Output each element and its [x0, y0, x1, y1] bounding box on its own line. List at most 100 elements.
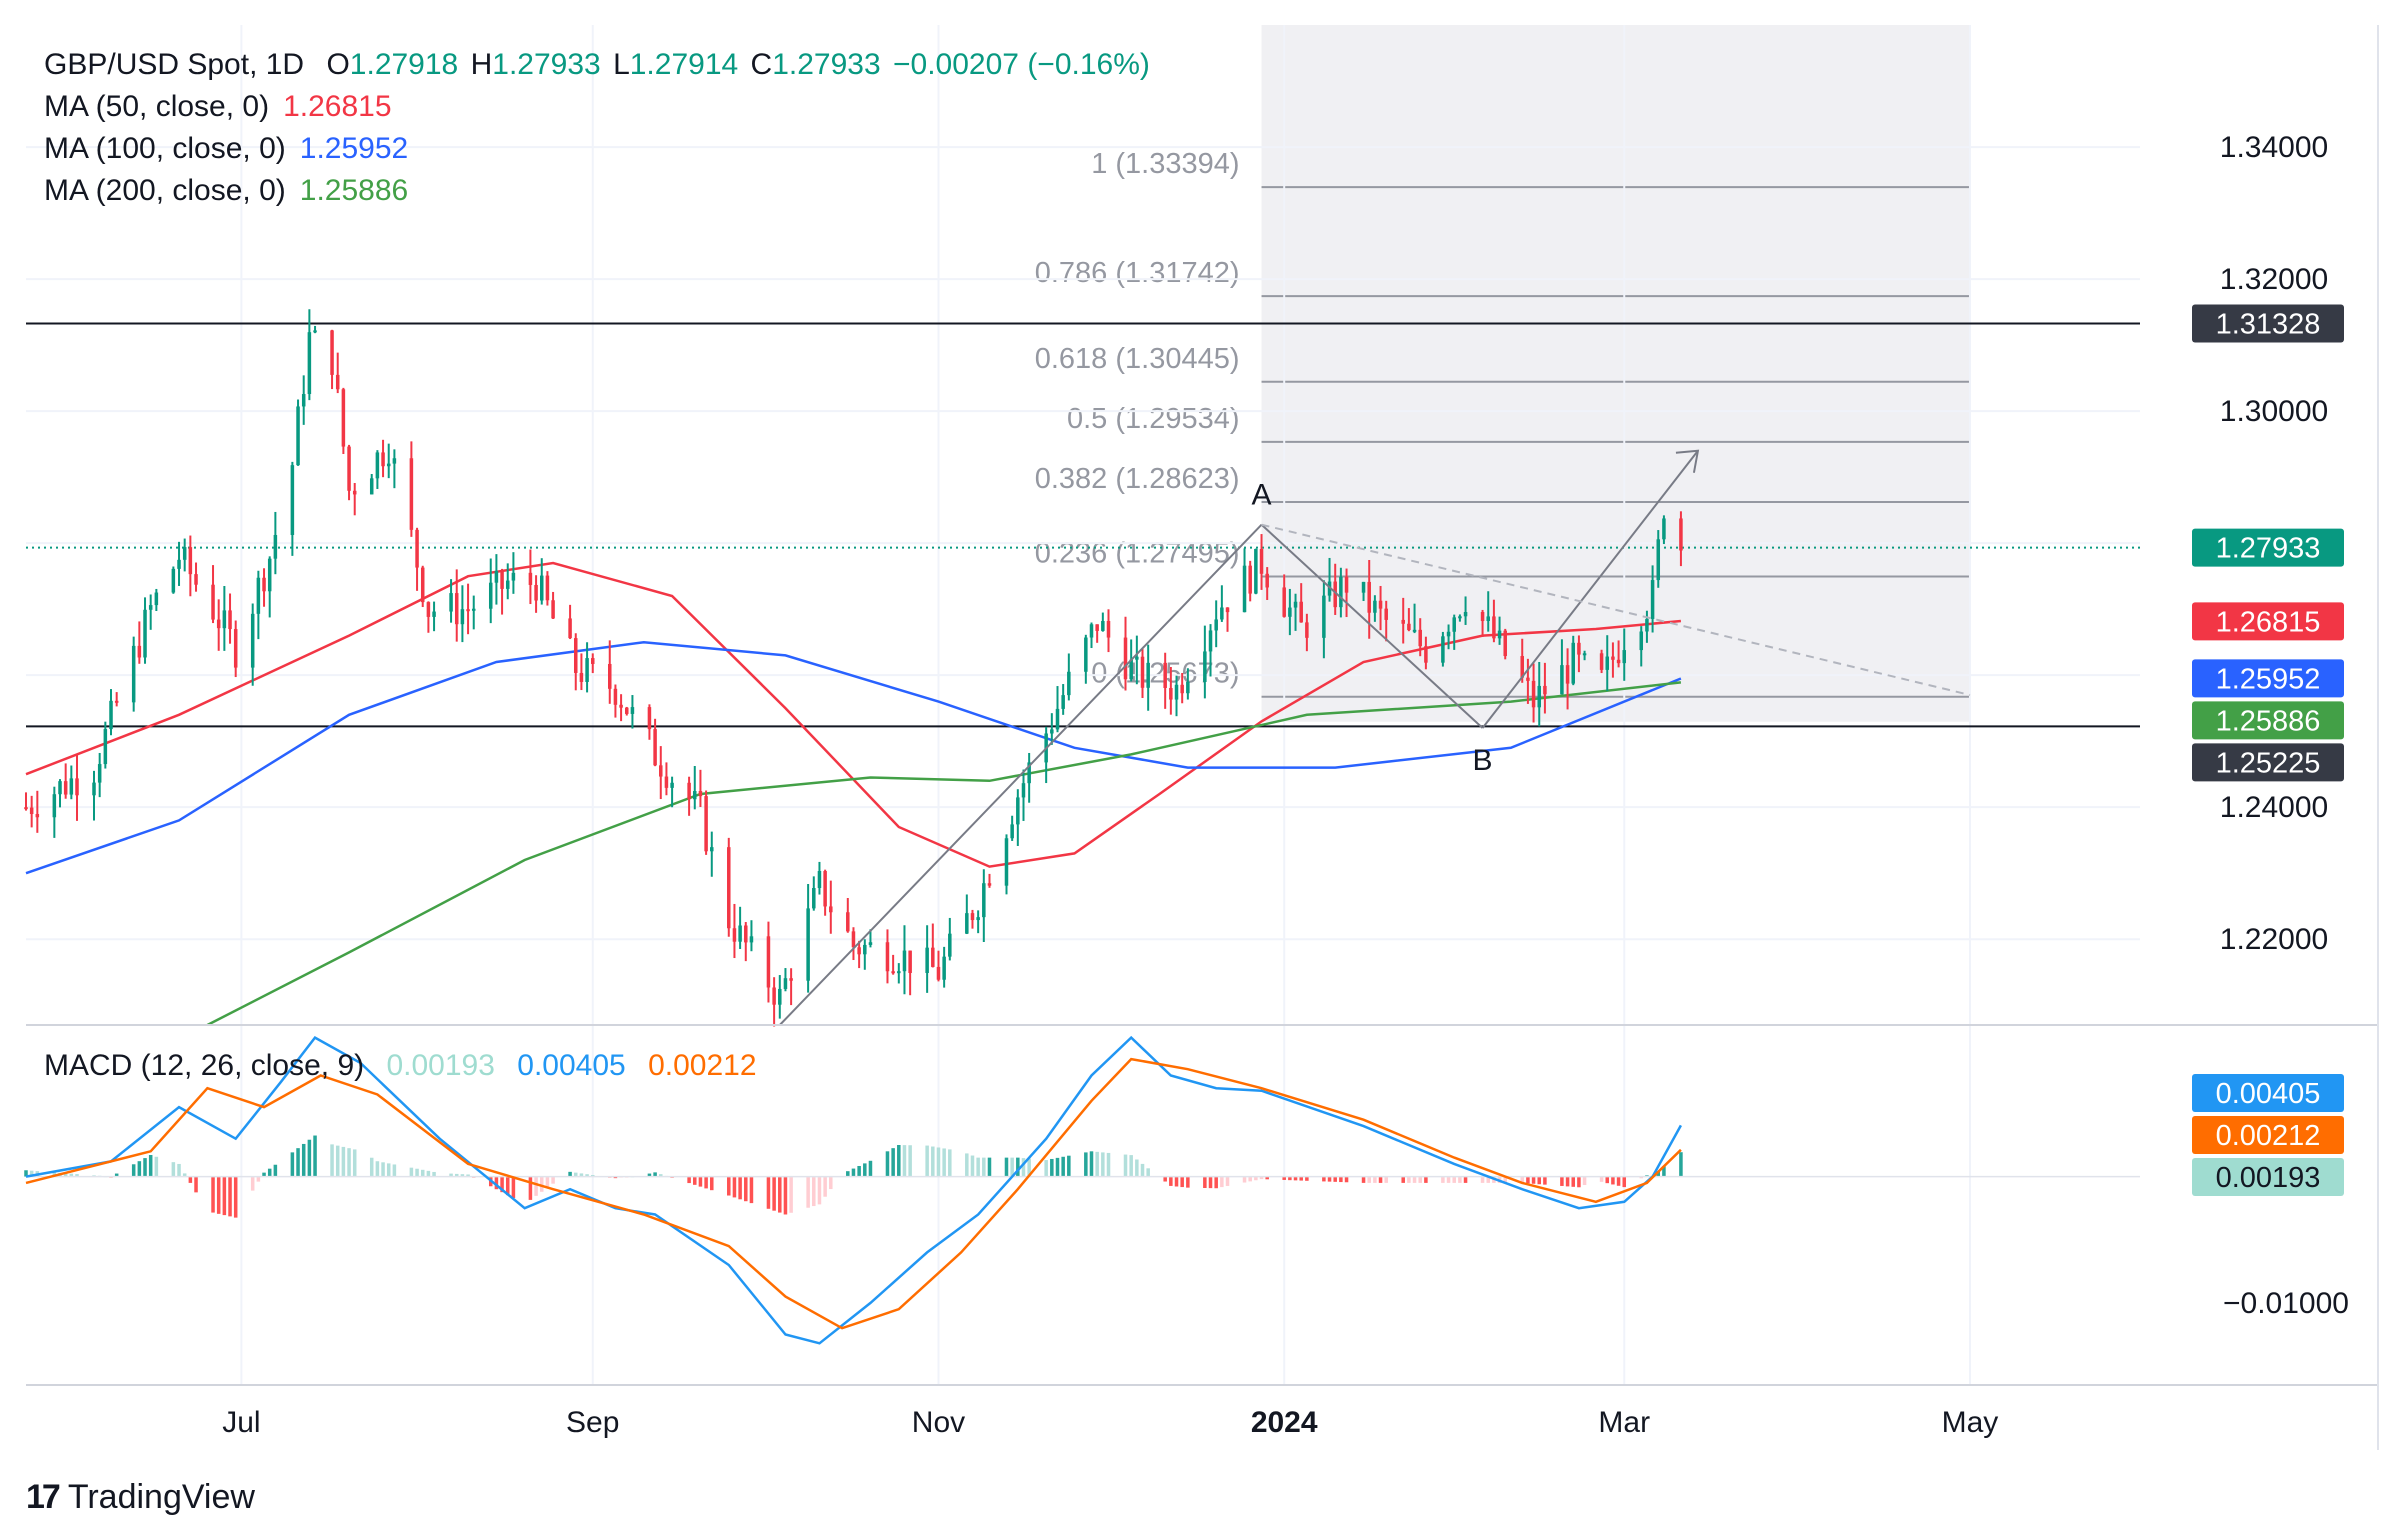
macd-histogram-bar	[182, 1173, 187, 1177]
macd-histogram-bar	[250, 1176, 255, 1191]
macd-histogram-bar	[432, 1171, 436, 1177]
macd-label: MACD (12, 26, close, 9)	[44, 1049, 365, 1082]
price-badge-bg	[2192, 701, 2344, 740]
open-label: O	[326, 48, 350, 81]
candles[interactable]	[24, 309, 1683, 1027]
candle-body	[1492, 616, 1496, 639]
macd-line	[25, 1035, 1682, 1345]
macd-histogram-bar	[965, 1153, 969, 1177]
macd-badge-text: 0.00405	[2216, 1078, 2321, 1110]
macd-histogram-bar	[545, 1176, 550, 1188]
candle-body	[1248, 565, 1252, 594]
macd-histogram-bar	[613, 1176, 618, 1179]
candle-body	[313, 330, 317, 333]
macd-histogram-bar	[789, 1176, 793, 1213]
candle-body	[341, 389, 346, 447]
price-axis-tick: 1.32000	[2220, 263, 2328, 296]
candle-body	[69, 778, 74, 795]
candle-body	[188, 547, 193, 575]
candle-body	[1582, 653, 1587, 656]
candle-body	[772, 987, 776, 1005]
macd-histogram-bar	[500, 1176, 504, 1193]
macd-histogram-bar	[1401, 1176, 1405, 1183]
macd-histogram-bar	[1163, 1176, 1167, 1182]
macd-line-value: 0.00405	[517, 1049, 626, 1082]
ma-line	[206, 681, 1682, 1027]
macd-histogram-bar	[766, 1176, 771, 1209]
candle-body	[1526, 677, 1530, 681]
macd-histogram-bar	[409, 1167, 414, 1177]
candle-body	[1016, 797, 1020, 825]
candle-body	[471, 608, 476, 611]
macd-histogram-bar	[897, 1145, 901, 1177]
pattern-point-label: B	[1473, 744, 1493, 777]
candle-body	[267, 558, 272, 592]
candle-body	[1208, 630, 1213, 652]
symbol-name: GBP/USD Spot, 1D	[44, 48, 305, 81]
tradingview-logo[interactable]: 17 TradingView	[26, 1478, 255, 1517]
macd-signal-value: 0.00212	[648, 1049, 757, 1082]
candle-body	[1407, 623, 1411, 631]
symbol-legend: GBP/USD Spot, 1D O1.27918 H1.27933 L1.27…	[44, 48, 1164, 82]
candle-body	[1214, 619, 1218, 631]
macd-histogram-bar	[1412, 1176, 1417, 1183]
fib-background	[1261, 25, 1970, 722]
macd-histogram-bar	[449, 1173, 453, 1177]
candle-body	[1537, 685, 1541, 708]
macd-histogram-bar	[148, 1155, 153, 1177]
macd-histogram-bar	[466, 1174, 470, 1177]
candle-body	[1220, 607, 1224, 620]
macd-histogram-bar	[171, 1162, 176, 1177]
candle-body	[1412, 629, 1417, 632]
macd-histogram-bar	[908, 1145, 912, 1177]
macd-histogram-bar	[194, 1176, 198, 1193]
candle-body	[1497, 630, 1502, 639]
macd-hist-value: 0.00193	[386, 1049, 495, 1082]
macd-histogram-bar	[1565, 1176, 1570, 1187]
macd-histogram-bar	[335, 1145, 340, 1177]
price-badge-bg	[2192, 304, 2344, 343]
candle-body	[301, 394, 306, 407]
macd-histogram-bar	[1044, 1160, 1048, 1177]
high-value: 1.27933	[492, 48, 601, 81]
macd-histogram-bar	[1560, 1176, 1564, 1186]
macd-histogram-bar	[1537, 1176, 1541, 1185]
macd-histogram-bar	[1344, 1176, 1349, 1183]
candle-body	[415, 529, 419, 568]
candle-body	[1225, 607, 1230, 613]
macd-histogram-bar	[233, 1176, 238, 1218]
candle-body	[1305, 622, 1309, 638]
candle-body	[1520, 656, 1524, 678]
macd-histogram-bar	[1571, 1176, 1576, 1187]
candle-body	[262, 577, 266, 592]
candle-body	[1186, 681, 1190, 694]
macd-histogram-bar	[1293, 1176, 1298, 1181]
price-axis-tick: 1.30000	[2220, 395, 2328, 428]
time-axis-label: 2024	[1251, 1406, 1318, 1439]
candle-body	[1135, 656, 1139, 660]
abcd-leg-line	[1481, 450, 1699, 729]
macd-histogram-bar	[693, 1176, 697, 1185]
candle-body	[982, 883, 986, 918]
price-axis-tick: 1.34000	[2220, 131, 2328, 164]
candle-body	[1616, 659, 1621, 664]
candle-body	[454, 593, 459, 625]
candle-body	[732, 928, 737, 942]
candle-body	[1458, 616, 1462, 619]
macd-histogram-bar	[273, 1164, 278, 1177]
candle-body	[228, 610, 232, 630]
candle-body	[863, 944, 867, 955]
macd-histogram-bar	[75, 1174, 79, 1177]
macd-histogram-bar	[454, 1173, 459, 1177]
macd-histogram-bar	[381, 1162, 385, 1177]
macd-histogram-bar	[829, 1176, 833, 1190]
macd-histogram-bar	[1452, 1176, 1456, 1183]
macd-histogram-bar	[307, 1139, 312, 1177]
macd-histogram-bar	[341, 1146, 346, 1177]
macd-histogram-bar	[114, 1173, 119, 1177]
price-badge-text: 1.26815	[2216, 606, 2321, 638]
candle-body	[386, 463, 391, 467]
macd-histogram-bar	[216, 1176, 221, 1214]
pattern-point-label: A	[1252, 479, 1272, 512]
candle-body	[948, 933, 952, 957]
